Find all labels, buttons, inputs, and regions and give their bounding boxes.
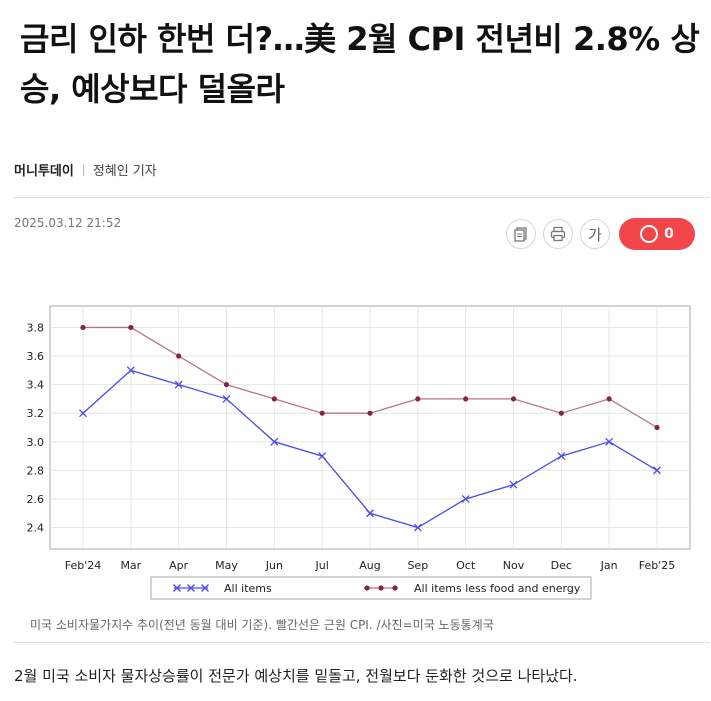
data-point <box>126 366 135 375</box>
x-tick-label: Feb'24 <box>65 559 102 572</box>
marker-stroke <box>270 437 279 446</box>
data-point <box>461 495 470 503</box>
data-point <box>605 437 614 446</box>
y-tick-label: 2.8 <box>27 464 45 477</box>
marker-stroke <box>126 366 135 375</box>
chart-legend-items: All items All items less food and energy <box>173 582 581 595</box>
legend-marker <box>392 585 398 591</box>
y-tick-label: 3.8 <box>27 321 45 334</box>
marker-stroke <box>79 409 87 418</box>
data-point <box>558 410 564 416</box>
print-icon <box>550 226 566 242</box>
x-tick-label: May <box>215 559 238 572</box>
article-datetime: 2025.03.12 21:52 <box>14 216 122 230</box>
data-point <box>318 452 327 461</box>
legend-label: All items less food and energy <box>414 582 581 595</box>
data-point <box>509 480 518 489</box>
marker-stroke <box>187 584 195 592</box>
article-lead: 2월 미국 소비자 물자상승률이 전문가 예상치를 밑돌고, 전월보다 둔화한 … <box>14 667 578 685</box>
legend-label: All items <box>224 582 272 595</box>
font-size-button[interactable]: 가 <box>580 219 610 249</box>
data-point <box>174 380 183 389</box>
press-name[interactable]: 머니투데이 <box>14 164 74 179</box>
data-point <box>223 382 230 388</box>
data-point <box>222 394 231 403</box>
data-point <box>606 396 612 402</box>
data-point <box>319 410 325 416</box>
print-button[interactable] <box>543 219 573 249</box>
data-point <box>510 396 517 402</box>
marker-stroke <box>413 523 422 532</box>
copy-url-button[interactable] <box>506 219 536 249</box>
header-divider <box>14 197 710 198</box>
y-tick-label: 3.6 <box>27 350 45 363</box>
data-point <box>79 409 87 418</box>
marker-stroke <box>318 452 327 461</box>
marker-stroke <box>366 509 374 518</box>
chart-y-tick-labels: 2.4 2.6 2.8 3.0 3.2 3.4 3.6 3.8 <box>27 321 45 534</box>
figure-caption: 미국 소비자물가지수 추이(전년 동월 대비 기준). 빨간선은 근원 CPI.… <box>30 618 494 632</box>
byline: 머니투데이 정혜인 기자 <box>14 160 157 179</box>
marker-stroke <box>461 495 470 503</box>
data-point <box>270 437 279 446</box>
data-point <box>367 410 373 416</box>
x-tick-label: Jul <box>315 559 329 572</box>
x-tick-label: Nov <box>503 559 525 572</box>
data-point <box>463 396 469 402</box>
legend-marker <box>201 584 209 592</box>
y-tick-label: 3.0 <box>27 436 45 449</box>
marker-stroke <box>201 584 209 592</box>
marker-stroke <box>222 394 231 403</box>
data-point <box>654 424 660 431</box>
legend-marker <box>364 585 370 591</box>
comment-count: 0 <box>664 226 674 242</box>
chart-series <box>79 324 661 532</box>
data-point <box>557 452 566 461</box>
data-point <box>176 353 182 359</box>
x-tick-label: Mar <box>120 559 141 572</box>
byline-divider <box>82 163 84 176</box>
copy-url-icon <box>514 227 527 242</box>
marker-stroke <box>173 584 181 592</box>
data-point <box>366 509 374 518</box>
article-tools: 가 0 <box>499 218 695 250</box>
marker-stroke <box>557 452 566 461</box>
x-tick-label: Jan <box>600 559 618 572</box>
marker-stroke <box>605 437 614 446</box>
reporter-name[interactable]: 정혜인 기자 <box>92 164 157 179</box>
x-tick-label: Aug <box>359 559 380 572</box>
x-tick-label: Dec <box>551 559 572 572</box>
x-tick-label: Jun <box>265 559 283 572</box>
data-point <box>80 324 86 331</box>
y-tick-label: 2.6 <box>27 493 45 506</box>
legend-marker <box>173 584 181 592</box>
legend-marker <box>187 584 195 592</box>
y-tick-label: 3.2 <box>27 407 45 420</box>
x-tick-label: Apr <box>169 559 189 572</box>
data-point <box>415 396 421 402</box>
x-tick-label: Oct <box>456 559 476 572</box>
y-tick-label: 2.4 <box>27 522 45 535</box>
comment-button[interactable]: 0 <box>619 218 695 250</box>
data-point <box>128 324 134 331</box>
font-size-label: 가 <box>588 225 602 244</box>
marker-stroke <box>509 480 518 489</box>
y-tick-label: 3.4 <box>27 379 45 392</box>
data-point <box>413 523 422 532</box>
comment-bubble-icon <box>640 225 659 243</box>
chart-gridlines <box>50 306 690 549</box>
caption-divider <box>14 642 710 643</box>
marker-stroke <box>653 466 661 475</box>
data-point <box>271 396 277 402</box>
cpi-chart: 2.4 2.6 2.8 3.0 3.2 3.4 3.6 3.8 Feb'24 Mar Apr May… <box>27 305 691 600</box>
x-tick-label: Sep <box>407 559 428 572</box>
marker-stroke <box>174 380 183 389</box>
x-tick-label: Feb'25 <box>639 559 676 572</box>
article-title: 금리 인하 한번 더?…美 2월 CPI 전년비 2.8% 상승, 예상보다 덜… <box>20 20 700 108</box>
legend-marker <box>378 585 384 591</box>
data-point <box>653 466 661 475</box>
chart-x-tick-labels: Feb'24 Mar Apr May Jun Jul Aug Sep Oct Nov Dec Jan F… <box>65 559 676 572</box>
